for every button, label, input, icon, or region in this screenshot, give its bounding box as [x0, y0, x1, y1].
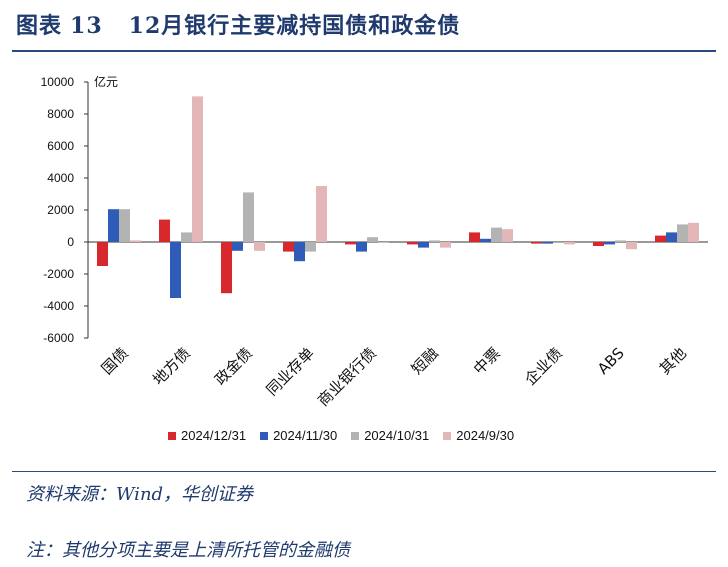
bar-4 [564, 242, 575, 245]
bars-layer [97, 96, 699, 298]
legend-label: 2024/12/31 [181, 428, 247, 443]
legend-swatch [351, 431, 360, 440]
legend-swatch [443, 431, 452, 440]
bar-2 [480, 238, 491, 242]
bar-2 [604, 242, 615, 245]
bar-4 [502, 229, 513, 242]
title-divider [12, 50, 716, 52]
bar-1 [97, 242, 108, 266]
bar-3 [305, 242, 316, 252]
bar-4 [192, 96, 203, 243]
legend-label: 2024/9/30 [456, 428, 515, 443]
bar-1 [407, 242, 418, 245]
bar-1 [469, 232, 480, 242]
legend-label: 2024/10/31 [364, 428, 430, 443]
bar-3 [119, 209, 130, 242]
category-label: 其他 [656, 344, 690, 378]
y-tick-label: 4000 [47, 171, 74, 185]
bar-4 [626, 242, 637, 250]
legend-swatch [168, 431, 176, 440]
bar-1 [159, 219, 170, 242]
figure-title: 图表 13 12月银行主要减持国债和政金债 [16, 8, 460, 40]
bar-1 [655, 235, 666, 242]
bar-3 [429, 240, 440, 242]
category-label: 同业存单 [263, 344, 318, 399]
bar-2 [356, 242, 367, 252]
legend-item: 2024/12/31 [168, 428, 246, 443]
y-tick-label: -4000 [43, 299, 74, 313]
bar-1 [345, 242, 356, 245]
bar-2 [170, 242, 181, 298]
y-tick-label: -6000 [43, 331, 74, 345]
category-label: 中票 [470, 344, 504, 378]
bar-3 [491, 227, 502, 242]
bar-2 [232, 242, 243, 251]
legend-item: 2024/10/31 [351, 428, 429, 443]
y-tick-label: 10000 [41, 75, 75, 89]
category-label: 商业银行债 [314, 344, 380, 410]
bar-3 [677, 224, 688, 242]
category-label: ABS [594, 344, 628, 378]
y-tick-label: 6000 [47, 139, 74, 153]
legend-item: 2024/9/30 [443, 428, 514, 443]
bar-chart: 10000 8000 6000 4000 2000 0 -2000 -4000 -6000 亿元国… [41, 74, 708, 410]
category-label: 短融 [408, 344, 442, 378]
bar-1 [283, 242, 294, 252]
bar-1 [531, 242, 542, 244]
bar-4 [316, 186, 327, 242]
legend-label: 2024/11/30 [273, 428, 338, 443]
y-tick-label: 0 [67, 235, 74, 249]
bar-4 [254, 242, 265, 251]
figure-number: 13 [70, 13, 103, 39]
bar-4 [378, 242, 389, 243]
bar-1 [221, 242, 232, 294]
legend-item: 2024/11/30 [260, 428, 337, 443]
y-tick-label: 8000 [47, 107, 74, 121]
bar-4 [440, 242, 451, 248]
axes-layer [84, 81, 708, 339]
source-note: 资料来源：Wind，华创证券 [26, 484, 254, 505]
bar-2 [108, 209, 119, 242]
category-label: 企业债 [521, 344, 566, 389]
bar-2 [666, 232, 677, 242]
footer-divider [12, 471, 716, 472]
bar-3 [367, 237, 378, 242]
bar-3 [243, 192, 254, 242]
y-unit-label: 亿元 [94, 74, 118, 89]
legend-swatch [260, 431, 269, 440]
bar-2 [418, 242, 429, 248]
bar-3 [181, 232, 192, 242]
y-tick-label: -2000 [43, 267, 74, 281]
bar-2 [542, 242, 553, 244]
category-label: 政金债 [211, 344, 256, 389]
y-tick-label: 2000 [47, 203, 74, 217]
category-label: 地方债 [149, 344, 194, 389]
bar-4 [130, 240, 141, 242]
footnote: 注：其他分项主要是上清所托管的金融债 [26, 540, 350, 561]
category-label: 国债 [98, 344, 132, 378]
chart-legend: 2024/12/31 2024/11/30 2024/10/31 2024/9/30 [168, 428, 514, 443]
bar-2 [294, 242, 305, 262]
figure-title-text: 12月银行主要减持国债和政金债 [128, 13, 461, 39]
bar-1 [593, 242, 604, 246]
bar-3 [553, 242, 564, 243]
figure-label: 图表 [16, 13, 63, 39]
bar-4 [688, 222, 699, 242]
bar-3 [615, 240, 626, 242]
